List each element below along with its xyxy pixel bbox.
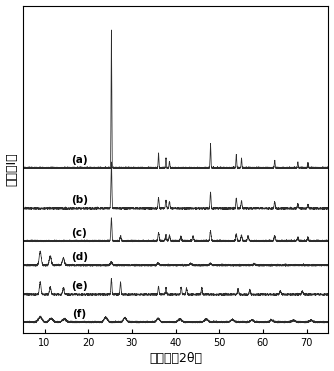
Text: (e): (e) <box>71 281 88 291</box>
Text: (d): (d) <box>71 252 88 262</box>
Text: (c): (c) <box>71 228 88 238</box>
Y-axis label: 强度（I）: 强度（I） <box>6 153 19 186</box>
Text: (f): (f) <box>72 309 87 319</box>
Text: (b): (b) <box>71 195 88 205</box>
Text: (a): (a) <box>71 155 88 165</box>
X-axis label: 衍射角（2θ）: 衍射角（2θ） <box>149 352 202 365</box>
